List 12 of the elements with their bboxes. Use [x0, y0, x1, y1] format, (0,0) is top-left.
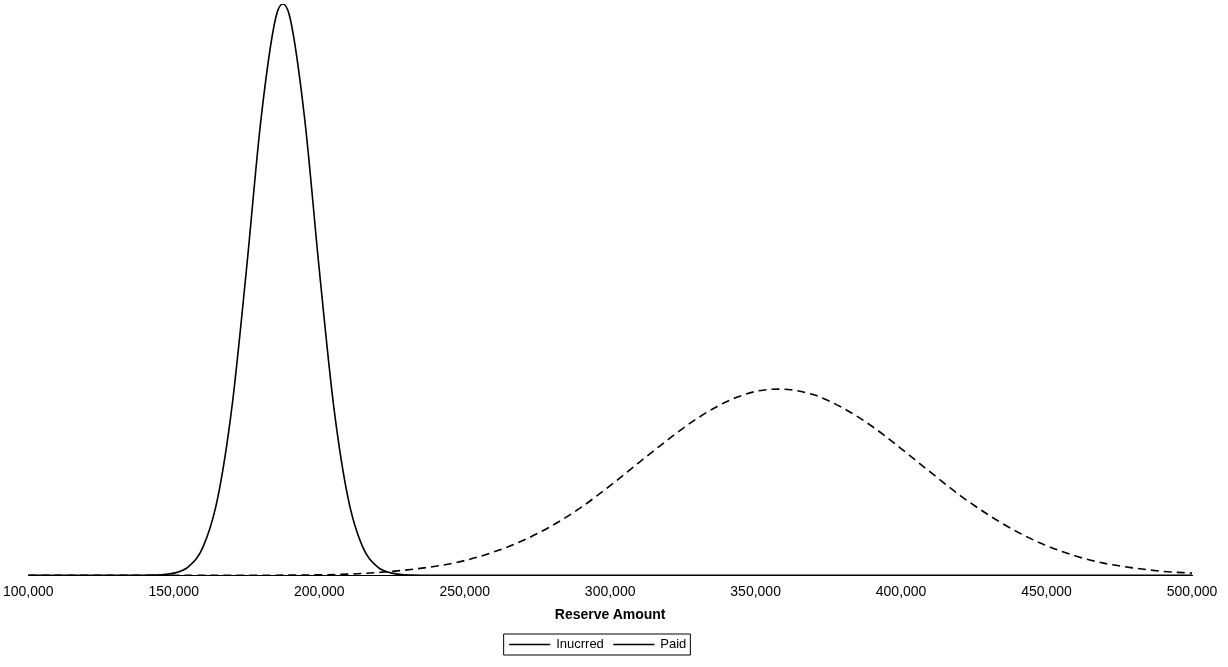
x-tick-label: 450,000 — [1021, 582, 1073, 599]
x-axis-title: Reserve Amount — [554, 606, 666, 623]
legend-label: Inucrred — [556, 636, 604, 652]
x-tick-label: 300,000 — [584, 582, 636, 599]
x-tick-label: 400,000 — [875, 582, 927, 599]
legend-label: Paid — [660, 636, 687, 652]
x-tick-label: 500,000 — [1166, 582, 1218, 599]
x-tick-label: 350,000 — [730, 582, 782, 599]
x-tick-label: 100,000 — [3, 582, 54, 599]
x-tick-label: 200,000 — [293, 582, 345, 599]
x-tick-label: 250,000 — [439, 582, 491, 599]
x-tick-label: 150,000 — [148, 582, 200, 599]
